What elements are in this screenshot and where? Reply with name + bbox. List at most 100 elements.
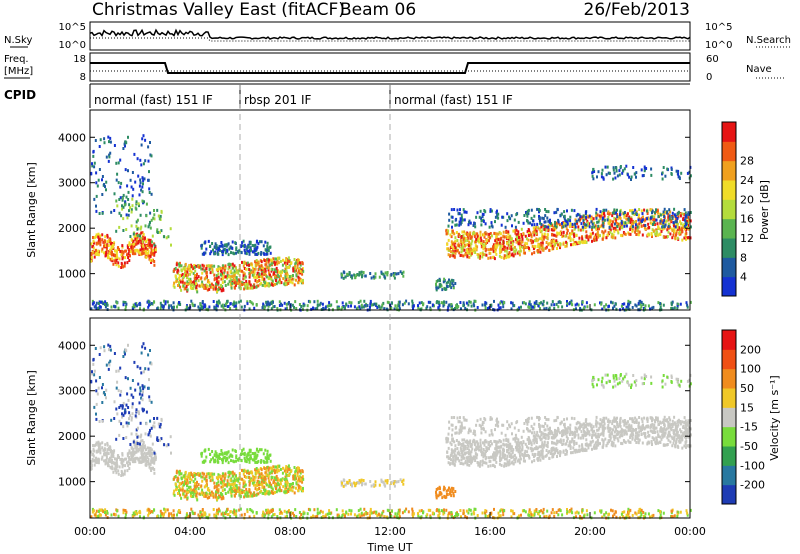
range-gate-cell <box>620 304 623 308</box>
range-gate-cell <box>671 236 674 240</box>
range-gate-cell <box>101 238 104 242</box>
range-gate-cell <box>515 237 517 241</box>
range-gate-cell <box>105 188 107 192</box>
range-gate-cell <box>609 230 612 234</box>
range-gate-cell <box>689 225 692 229</box>
range-gate-cell <box>257 476 260 479</box>
range-gate-cell <box>140 243 143 247</box>
range-gate-cell <box>147 367 150 371</box>
range-gate-cell <box>126 184 129 188</box>
range-gate-cell <box>95 194 98 198</box>
range-gate-cell <box>547 228 550 232</box>
range-gate-cell <box>635 210 638 214</box>
range-gate-cell <box>486 307 489 310</box>
range-gate-cell <box>549 218 551 222</box>
range-gate-cell <box>635 175 637 179</box>
range-gate-cell <box>507 240 510 244</box>
range-gate-cell <box>149 361 152 365</box>
range-gate-cell <box>452 279 455 283</box>
range-gate-cell <box>684 227 686 231</box>
range-gate-cell <box>376 306 379 309</box>
range-gate-cell <box>222 248 225 252</box>
range-gate-cell <box>681 238 684 242</box>
range-gate-cell <box>105 363 108 367</box>
range-gate-cell <box>480 245 483 249</box>
range-gate-cell <box>640 305 643 309</box>
range-gate-cell <box>119 249 122 253</box>
range-gate-cell <box>107 464 110 468</box>
range-gate-cell <box>233 472 236 476</box>
range-gate-cell <box>93 197 96 201</box>
range-gate-cell <box>299 263 302 267</box>
range-gate-cell <box>91 250 94 254</box>
range-gate-cell <box>254 455 257 458</box>
range-gate-cell <box>582 214 585 218</box>
range-gate-cell <box>570 208 573 212</box>
range-gate-cell <box>515 233 518 237</box>
range-gate-cell <box>359 480 362 484</box>
range-gate-cell <box>635 212 638 216</box>
range-gate-cell <box>95 204 97 208</box>
range-gate-cell <box>628 232 631 236</box>
range-gate-cell <box>248 273 251 277</box>
range-gate-cell <box>213 277 216 281</box>
range-gate-cell <box>374 480 377 484</box>
range-gate-cell <box>583 306 586 310</box>
range-gate-cell <box>492 243 495 247</box>
range-gate-cell <box>248 252 251 256</box>
range-gate-cell <box>651 228 654 232</box>
range-gate-cell <box>99 240 102 244</box>
range-gate-cell <box>341 306 344 309</box>
range-gate-cell <box>207 264 210 268</box>
range-gate-cell <box>651 306 654 310</box>
range-gate-cell <box>456 208 459 212</box>
range-gate-cell <box>240 245 242 248</box>
range-gate-cell <box>118 433 121 437</box>
range-gate-cell <box>621 171 624 175</box>
range-gate-cell <box>212 456 214 460</box>
range-gate-cell <box>134 237 137 241</box>
range-gate-cell <box>296 258 299 262</box>
range-gate-cell <box>298 258 300 262</box>
range-gate-cell <box>180 477 183 481</box>
range-gate-cell <box>256 482 258 486</box>
range-gate-cell <box>239 494 242 498</box>
range-gate-cell <box>118 406 121 409</box>
range-gate-cell <box>489 247 492 251</box>
range-gate-cell <box>261 266 264 270</box>
range-gate-cell <box>94 457 97 460</box>
range-gate-cell <box>296 479 299 483</box>
range-gate-cell <box>188 265 191 269</box>
range-gate-cell <box>167 443 170 447</box>
range-gate-cell <box>91 458 94 462</box>
range-gate-cell <box>215 304 218 307</box>
range-gate-cell <box>579 307 582 310</box>
range-gate-cell <box>138 193 141 197</box>
range-gate-cell <box>183 281 186 285</box>
range-gate-cell <box>621 234 624 238</box>
range-gate-cell <box>264 240 267 244</box>
range-gate-cell <box>257 275 260 278</box>
range-gate-cell <box>677 303 680 307</box>
range-gate-cell <box>643 223 646 227</box>
range-gate-cell <box>141 445 144 449</box>
range-gate-cell <box>451 229 454 233</box>
range-gate-cell <box>224 492 227 495</box>
range-gate-cell <box>212 300 215 303</box>
range-gate-cell <box>497 242 500 246</box>
range-gate-cell <box>215 490 217 494</box>
range-gate-cell <box>266 449 269 453</box>
range-gate-cell <box>685 213 687 217</box>
range-gate-cell <box>258 487 261 490</box>
range-gate-cell <box>153 260 156 263</box>
range-gate-cell <box>575 307 577 311</box>
range-gate-cell <box>637 218 640 222</box>
range-gate-cell <box>646 233 649 237</box>
range-gate-cell <box>574 303 577 307</box>
range-gate-cell <box>555 210 558 214</box>
range-gate-cell <box>460 243 463 246</box>
range-gate-cell <box>298 477 301 481</box>
range-gate-cell <box>234 281 237 285</box>
range-gate-cell <box>130 393 133 397</box>
range-gate-cell <box>203 485 206 489</box>
